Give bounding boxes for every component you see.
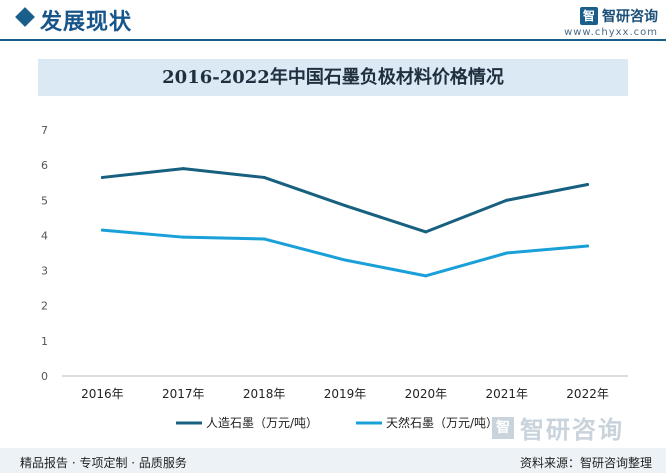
x-tick-label: 2016年: [81, 387, 124, 401]
watermark-logo: 智 智研咨询: [492, 410, 624, 445]
x-tick-label: 2022年: [566, 387, 609, 401]
data-point: [343, 258, 347, 262]
chart-title: 2016-2022年中国石墨负极材料价格情况: [162, 67, 504, 88]
footer-slogan: 精品报告 · 专项定制 · 品质服务: [20, 456, 187, 470]
y-tick-label: 7: [41, 124, 48, 137]
data-point: [343, 204, 347, 208]
data-point: [505, 251, 509, 255]
data-point: [586, 244, 590, 248]
x-tick-label: 2018年: [243, 387, 286, 401]
x-tick-label: 2021年: [485, 387, 528, 401]
data-point: [262, 237, 266, 241]
watermark-text: 智研咨询: [520, 416, 624, 444]
footer-source: 资料来源：智研咨询整理: [519, 456, 652, 470]
footer: 精品报告 · 专项定制 · 品质服务 资料来源：智研咨询整理: [0, 448, 666, 473]
data-point: [424, 274, 428, 278]
data-point: [505, 198, 509, 202]
brand-url: www.chyxx.com: [564, 27, 658, 38]
y-tick-label: 4: [41, 229, 48, 242]
x-tick-label: 2020年: [405, 387, 448, 401]
header-divider: [0, 39, 666, 41]
legend-label: 人造石墨（万元/吨）: [206, 416, 318, 430]
section-header: 发展现状 智 智研咨询 www.chyxx.com: [0, 0, 666, 44]
y-tick-label: 5: [41, 194, 48, 207]
series-line-1: [100, 167, 590, 234]
legend-label: 天然石墨（万元/吨）: [386, 415, 498, 430]
data-point: [424, 230, 428, 234]
section-title: 发展现状: [40, 9, 133, 35]
chart-title-banner: 2016-2022年中国石墨负极材料价格情况: [38, 59, 628, 96]
data-point: [181, 167, 185, 171]
brand-name: 智研咨询: [602, 9, 658, 25]
watermark-logo-icon: 智: [492, 416, 514, 439]
y-tick-label: 0: [41, 370, 48, 383]
data-point: [586, 182, 590, 186]
y-tick-label: 2: [41, 300, 48, 313]
brand: 智 智研咨询 www.chyxx.com: [564, 6, 658, 38]
data-point: [100, 228, 104, 232]
x-tick-label: 2017年: [162, 387, 205, 401]
y-tick-label: 1: [41, 335, 48, 348]
brand-logo-icon: 智: [580, 7, 598, 25]
data-point: [262, 175, 266, 179]
y-tick-label: 3: [41, 265, 48, 278]
x-tick-label: 2019年: [324, 387, 367, 401]
data-point: [181, 235, 185, 239]
data-point: [100, 175, 104, 179]
series-line-2: [100, 228, 590, 278]
y-tick-label: 6: [41, 159, 48, 172]
